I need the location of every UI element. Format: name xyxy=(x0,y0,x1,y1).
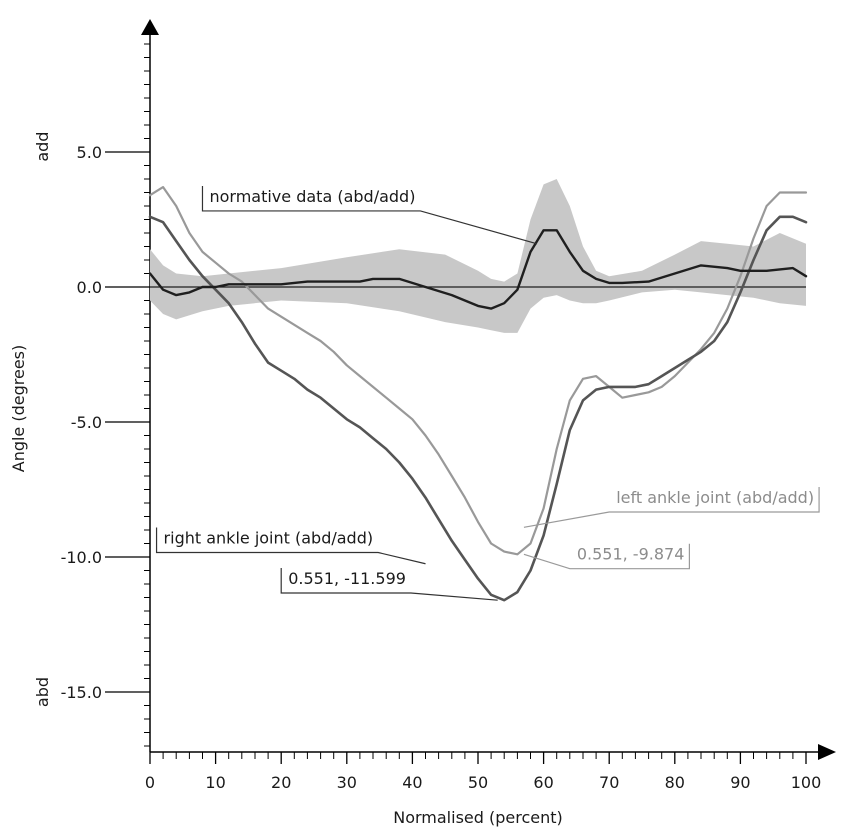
normative-band xyxy=(150,179,806,333)
label-layer: 5.0 0.0 -5.0 -10.0 -15.0 0 10 20 30 40 50 60 70 80 90 1… xyxy=(9,132,821,827)
left-value-label: 0.551, -9.874 xyxy=(523,543,691,570)
x-tick-label: 100 xyxy=(791,773,822,792)
x-tick-label: 90 xyxy=(730,773,750,792)
normative-band-layer xyxy=(150,179,806,333)
y-tick-label: 5.0 xyxy=(77,143,102,162)
right-value-label-leader xyxy=(280,568,498,601)
normative-label-leader xyxy=(201,185,538,245)
series-layer xyxy=(148,186,808,602)
normative-mean-line xyxy=(148,229,808,310)
y-tick-label: -5.0 xyxy=(71,413,102,432)
x-axis-title: Normalised (percent) xyxy=(393,808,563,827)
right-ankle-line xyxy=(148,215,808,602)
right-series-label-text: right ankle joint (abd/add) xyxy=(164,529,374,548)
right-value-label: 0.551, -11.599 xyxy=(280,568,498,601)
x-tick-label: 40 xyxy=(402,773,422,792)
annotation-layer: normative data (abd/add) right ankle join… xyxy=(155,185,820,601)
x-tick-label: 70 xyxy=(599,773,619,792)
y-side-label-add: add xyxy=(33,132,52,162)
axes xyxy=(105,19,836,764)
x-tick-label: 10 xyxy=(205,773,225,792)
y-tick-label: -10.0 xyxy=(61,548,102,567)
left-value-label-text: 0.551, -9.874 xyxy=(577,545,685,564)
x-tick-label: 20 xyxy=(271,773,291,792)
x-tick-label: 30 xyxy=(337,773,357,792)
normative-label: normative data (abd/add) xyxy=(201,185,538,245)
y-axis-arrow xyxy=(141,19,159,35)
y-side-label-abd: abd xyxy=(33,677,52,707)
x-tick-label: 50 xyxy=(468,773,488,792)
x-tick-label: 80 xyxy=(665,773,685,792)
x-axis-arrow xyxy=(818,744,836,760)
right-series-label-leader xyxy=(155,527,426,565)
left-series-label-leader xyxy=(523,487,820,528)
y-tick-label: 0.0 xyxy=(77,278,102,297)
right-series-label: right ankle joint (abd/add) xyxy=(155,527,426,565)
y-tick-label: -15.0 xyxy=(61,683,102,702)
normative-label-text: normative data (abd/add) xyxy=(209,187,415,206)
right-value-label-text: 0.551, -11.599 xyxy=(288,569,406,588)
left-series-label-text: left ankle joint (abd/add) xyxy=(616,488,814,507)
x-tick-label: 60 xyxy=(533,773,553,792)
x-tick-label: 0 xyxy=(145,773,155,792)
left-value-label-leader xyxy=(523,543,691,570)
left-series-label: left ankle joint (abd/add) xyxy=(523,487,820,528)
y-axis-title: Angle (degrees) xyxy=(9,345,28,473)
